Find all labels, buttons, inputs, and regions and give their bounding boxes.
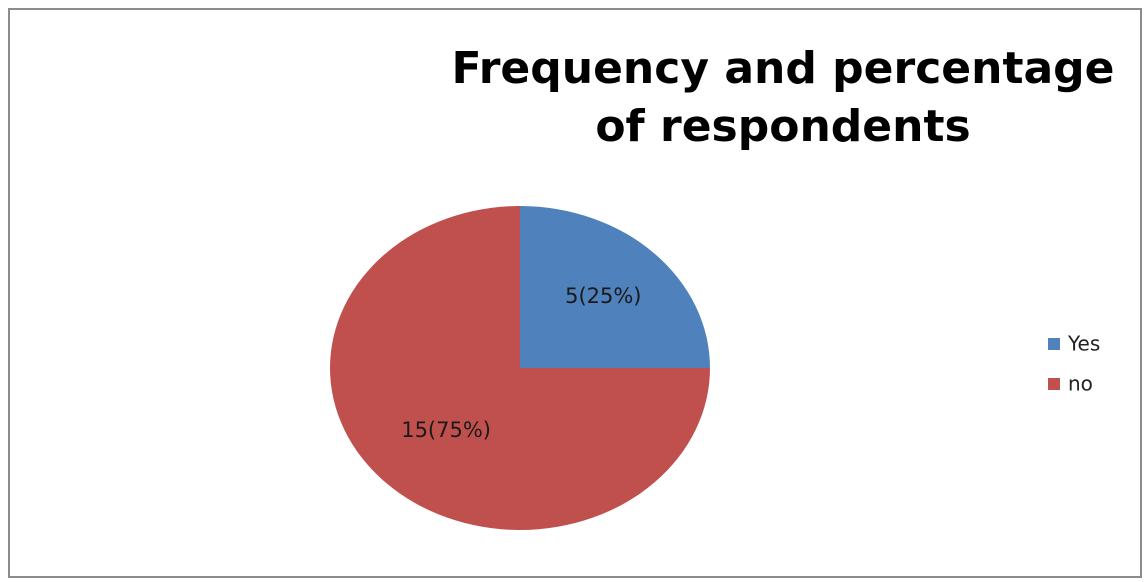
- legend-label-no: no: [1068, 371, 1093, 396]
- pie-slice-yes: [520, 206, 710, 368]
- pie-slice-no: [330, 206, 710, 530]
- data-label-yes: 5(25%): [565, 284, 641, 308]
- legend-swatch-no: [1048, 377, 1060, 390]
- chart-title: Frequency and percentage of respondents: [451, 43, 1115, 152]
- legend-label-yes: Yes: [1068, 331, 1101, 356]
- legend-item-no: no: [1048, 370, 1138, 410]
- legend-swatch-yes: [1048, 337, 1060, 350]
- legend: Yes no: [1048, 330, 1138, 410]
- data-label-no: 15(75%): [401, 418, 491, 442]
- legend-item-yes: Yes: [1048, 330, 1138, 370]
